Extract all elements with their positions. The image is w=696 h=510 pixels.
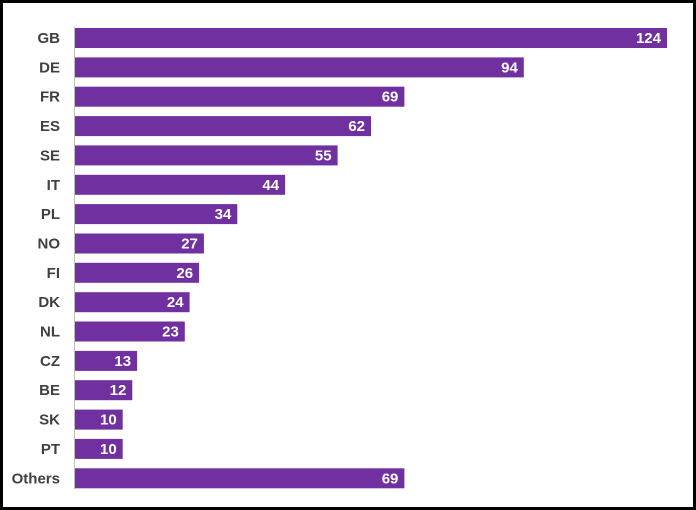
value-label-es: 62 [348,118,365,135]
bar-de [75,57,524,78]
category-label-fi: FI [47,265,60,282]
value-label-fr: 69 [382,89,399,106]
category-label-no: NO [38,236,61,253]
bar-nl [75,321,185,342]
category-label-fr: FR [40,89,60,106]
bar-it [75,174,286,195]
bar-es [75,116,371,137]
bar-fr [75,86,405,107]
bar-fi [75,262,200,283]
category-label-pl: PL [41,206,60,223]
labels-group: GB 124 DE 94 FR 69 ES 62 SE 55 IT 44 PL 34 NO 27 FI 26 DK 2… [12,30,662,487]
category-label-sk: SK [39,412,60,429]
category-label-it: IT [47,177,60,194]
category-label-dk: DK [38,294,60,311]
value-label-nl: 23 [162,324,179,341]
bar-no [75,233,204,254]
category-label-cz: CZ [40,353,60,370]
value-label-sk: 10 [100,412,117,429]
value-label-cz: 13 [114,353,131,370]
category-label-be: BE [39,382,60,399]
bar-cz [75,350,138,371]
category-label-gb: GB [38,30,61,47]
category-label-others: Others [12,470,60,487]
bar-be [75,380,133,401]
bar-pl [75,204,238,225]
category-label-es: ES [40,118,60,135]
value-label-de: 94 [501,59,518,76]
bar-others [75,468,405,489]
value-label-pl: 34 [215,206,232,223]
category-label-de: DE [39,59,60,76]
category-label-nl: NL [40,324,60,341]
value-label-be: 12 [110,382,127,399]
value-label-it: 44 [262,177,279,194]
value-label-dk: 24 [167,294,184,311]
value-label-se: 55 [315,147,332,164]
bar-gb [75,28,667,48]
value-label-no: 27 [181,236,198,253]
bars-group [75,28,667,489]
value-label-fi: 26 [176,265,193,282]
value-label-others: 69 [382,470,399,487]
value-label-pt: 10 [100,441,117,458]
value-label-gb: 124 [636,30,662,47]
bar-se [75,145,338,166]
category-label-pt: PT [41,441,60,458]
bar-dk [75,292,190,313]
bar-sk [75,409,123,430]
bar-pt [75,438,123,459]
category-label-se: SE [40,147,60,164]
